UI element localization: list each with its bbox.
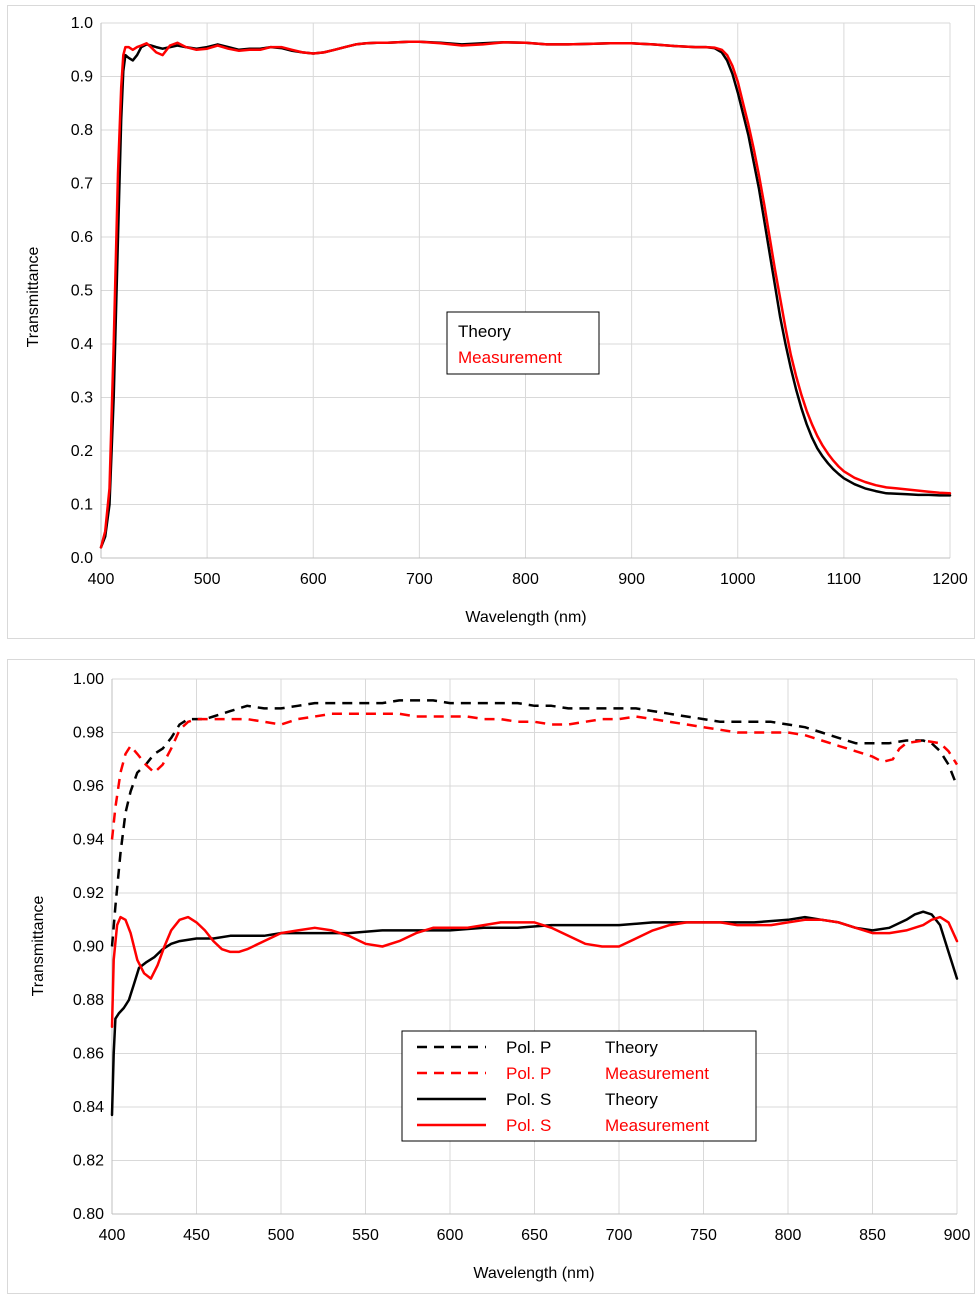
legend-box: Pol. P Theory Pol. P Measurement Pol. S … [401,1030,757,1142]
y-tick-label: 0.1 [71,497,93,514]
legend-frame [401,1030,757,1142]
series-layer [99,40,952,549]
chart-panel-bottom: 0.80 0.82 0.84 0.86 0.88 0.90 0.92 0.94 0.96 0.98… [7,659,975,1294]
series-line-pol-p-theory [110,699,959,947]
y-tick-label: 0.82 [73,1153,104,1170]
y-tick-label: 0.0 [71,550,93,567]
legend-desc-pol-s-theory: Theory [605,1090,658,1109]
legend-desc-pol-s-measurement: Measurement [605,1116,709,1135]
x-axis-label: Wavelength (nm) [473,1265,594,1282]
series-line-measurement [99,40,952,549]
legend-desc-pol-p-theory: Theory [605,1038,658,1057]
y-tick-label: 0.3 [71,390,93,407]
y-tick-label: 0.2 [71,443,93,460]
legend-label-pol-p-measurement: Pol. P [506,1064,551,1083]
y-tick-label: 0.92 [73,885,104,902]
x-tick-label: 500 [194,571,221,588]
y-axis-label: Transmittance [30,896,47,997]
x-tick-label: 1200 [932,571,968,588]
series-line-pol-s-measurement [110,915,959,1029]
x-tick-label: 700 [406,571,433,588]
series-layer [110,699,959,1117]
legend-label-measurement: Measurement [458,348,562,367]
axis-layer: 0.80 0.82 0.84 0.86 0.88 0.90 0.92 0.94 0.96 0.98… [73,671,971,1244]
legend-label-theory: Theory [458,322,511,341]
legend-label-pol-p-theory: Pol. P [506,1038,551,1057]
legend-label-pol-s-theory: Pol. S [506,1090,551,1109]
y-tick-label: 0.4 [71,336,93,353]
chart-panel-top: 0.0 0.1 0.2 0.3 0.4 0.5 0.6 0.7 0.8 0.9 1.0 400 500 6… [7,5,975,639]
x-tick-label: 400 [88,571,115,588]
y-tick-label: 0.86 [73,1046,104,1063]
axis-layer: 0.0 0.1 0.2 0.3 0.4 0.5 0.6 0.7 0.8 0.9 1.0 400 500 6… [71,15,968,588]
legend-frame [446,311,600,375]
y-tick-label: 1.0 [71,15,93,32]
y-tick-label: 0.6 [71,229,93,246]
x-tick-label: 850 [859,1227,886,1244]
y-tick-label: 0.7 [71,176,93,193]
x-axis-label: Wavelength (nm) [465,609,586,626]
y-axis-label: Transmittance [25,247,42,348]
y-tick-label: 1.00 [73,671,104,688]
x-tick-label: 750 [690,1227,717,1244]
y-tick-label: 0.96 [73,778,104,795]
y-tick-label: 0.5 [71,283,93,300]
x-tick-label: 900 [944,1227,971,1244]
transmittance-chart-top: 0.0 0.1 0.2 0.3 0.4 0.5 0.6 0.7 0.8 0.9 1.0 400 500 6… [25,15,968,626]
y-tick-label: 0.94 [73,832,104,849]
legend-desc-pol-p-measurement: Measurement [605,1064,709,1083]
x-tick-label: 550 [352,1227,379,1244]
x-tick-label: 400 [99,1227,126,1244]
x-tick-label: 700 [606,1227,633,1244]
x-tick-label: 1100 [827,571,862,588]
y-tick-label: 0.80 [73,1206,104,1223]
y-tick-label: 0.88 [73,992,104,1009]
transmittance-chart-bottom: 0.80 0.82 0.84 0.86 0.88 0.90 0.92 0.94 0.96 0.98… [30,671,971,1282]
x-tick-label: 800 [512,571,539,588]
x-tick-label: 600 [437,1227,464,1244]
x-tick-label: 800 [775,1227,802,1244]
series-line-pol-s-theory [110,910,959,1117]
x-tick-label: 500 [268,1227,295,1244]
x-tick-label: 600 [300,571,327,588]
legend-box: Theory Measurement [446,311,600,375]
x-tick-label: 1000 [720,571,756,588]
y-tick-label: 0.84 [73,1099,104,1116]
x-tick-label: 900 [618,571,645,588]
x-tick-label: 650 [521,1227,548,1244]
legend-label-pol-s-measurement: Pol. S [506,1116,551,1135]
y-tick-label: 0.98 [73,725,104,742]
x-tick-label: 450 [183,1227,210,1244]
y-tick-label: 0.8 [71,122,93,139]
series-line-pol-p-measurement [110,712,959,840]
y-tick-label: 0.9 [71,69,93,86]
grid-layer [100,22,951,559]
y-tick-label: 0.90 [73,939,104,956]
